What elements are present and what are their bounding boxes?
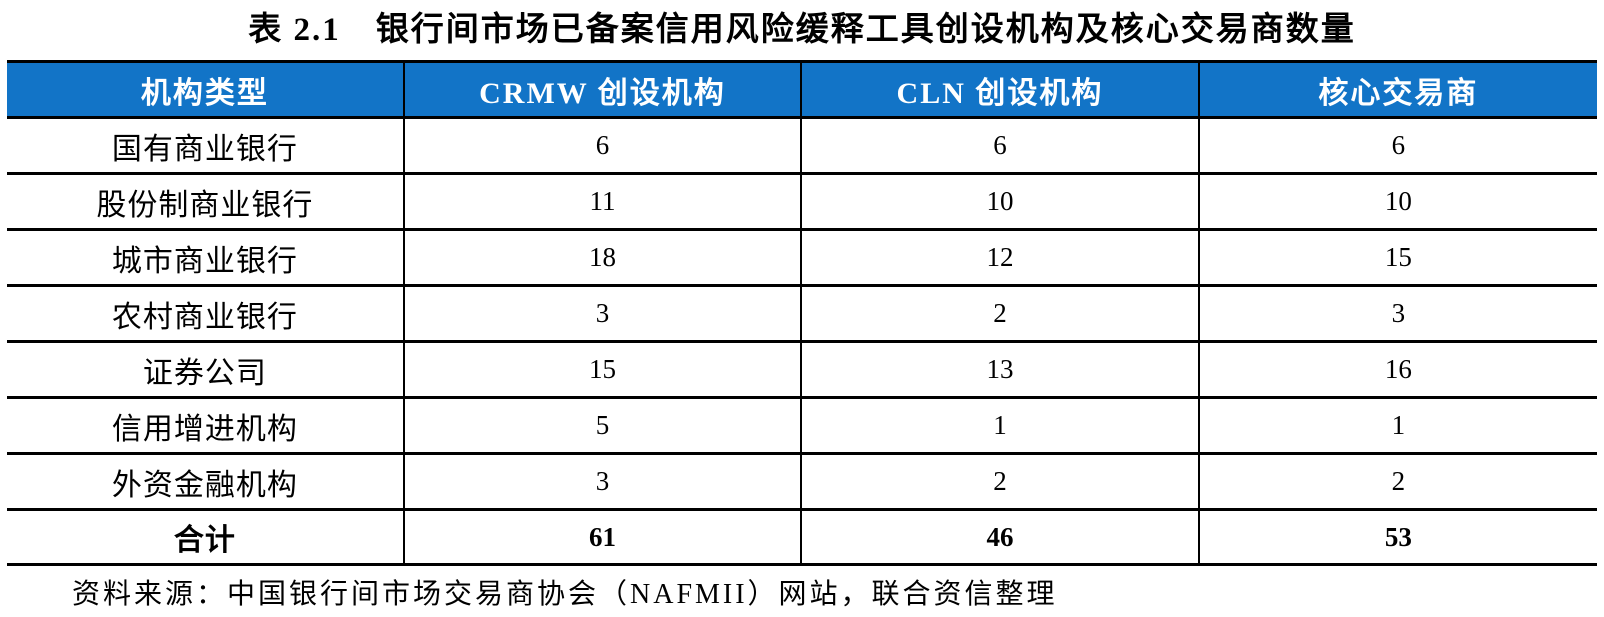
table-header: 机构类型 CRMW 创设机构 CLN 创设机构 核心交易商 (7, 61, 1597, 118)
row-label: 国有商业银行 (7, 117, 405, 174)
row-label: 证券公司 (7, 341, 405, 398)
row-label: 外资金融机构 (7, 453, 405, 510)
table-row-securities-firms: 证券公司 15 13 16 (7, 341, 1597, 398)
total-label: 合计 (7, 509, 405, 565)
row-label: 信用增进机构 (7, 397, 405, 454)
core-dealer-value: 15 (1197, 229, 1597, 286)
table-row-credit-enhancement-institutions: 信用增进机构 5 1 1 (7, 397, 1597, 454)
crm-institutions-table: 机构类型 CRMW 创设机构 CLN 创设机构 核心交易商 国有商业银行 6 6… (7, 60, 1597, 566)
crmw-value: 18 (402, 229, 803, 286)
column-header-institution-type: 机构类型 (7, 61, 405, 118)
cln-value: 10 (800, 173, 1200, 230)
table-row-total: 合计 61 46 53 (7, 509, 1597, 565)
cln-value: 2 (800, 453, 1200, 510)
cln-value: 2 (800, 285, 1200, 342)
cln-value: 12 (800, 229, 1200, 286)
crmw-total: 61 (402, 509, 803, 565)
crmw-value: 15 (402, 341, 803, 398)
column-header-crmw-creators: CRMW 创设机构 (402, 61, 803, 118)
cln-total: 46 (800, 509, 1200, 565)
core-dealer-value: 3 (1197, 285, 1597, 342)
crmw-value: 6 (402, 117, 803, 174)
cln-value: 1 (800, 397, 1200, 454)
core-dealer-value: 16 (1197, 341, 1597, 398)
core-dealer-value: 10 (1197, 173, 1597, 230)
table-row-joint-stock-banks: 股份制商业银行 11 10 10 (7, 173, 1597, 230)
source-note: 资料来源：中国银行间市场交易商协会（NAFMII）网站，联合资信整理 (72, 579, 1058, 610)
column-header-cln-creators: CLN 创设机构 (800, 61, 1200, 118)
table-title: 表 2.1 银行间市场已备案信用风险缓释工具创设机构及核心交易商数量 (248, 12, 1356, 48)
table-row-state-owned-banks: 国有商业银行 6 6 6 (7, 117, 1597, 174)
row-label: 城市商业银行 (7, 229, 405, 286)
table-body: 国有商业银行 6 6 6 股份制商业银行 11 10 10 城市商业银行 18 … (7, 117, 1597, 565)
row-label: 农村商业银行 (7, 285, 405, 342)
crmw-value: 3 (402, 453, 803, 510)
column-header-core-dealers: 核心交易商 (1197, 61, 1597, 118)
core-dealer-value: 6 (1197, 117, 1597, 174)
cln-value: 6 (800, 117, 1200, 174)
table-row-foreign-financial-institutions: 外资金融机构 3 2 2 (7, 453, 1597, 510)
header-row: 机构类型 CRMW 创设机构 CLN 创设机构 核心交易商 (7, 61, 1597, 118)
core-dealer-total: 53 (1197, 509, 1597, 565)
row-label: 股份制商业银行 (7, 173, 405, 230)
crmw-value: 3 (402, 285, 803, 342)
core-dealer-value: 2 (1197, 453, 1597, 510)
crmw-value: 5 (402, 397, 803, 454)
core-dealer-value: 1 (1197, 397, 1597, 454)
crmw-value: 11 (402, 173, 803, 230)
table-row-city-commercial-banks: 城市商业银行 18 12 15 (7, 229, 1597, 286)
cln-value: 13 (800, 341, 1200, 398)
table-row-rural-commercial-banks: 农村商业银行 3 2 3 (7, 285, 1597, 342)
